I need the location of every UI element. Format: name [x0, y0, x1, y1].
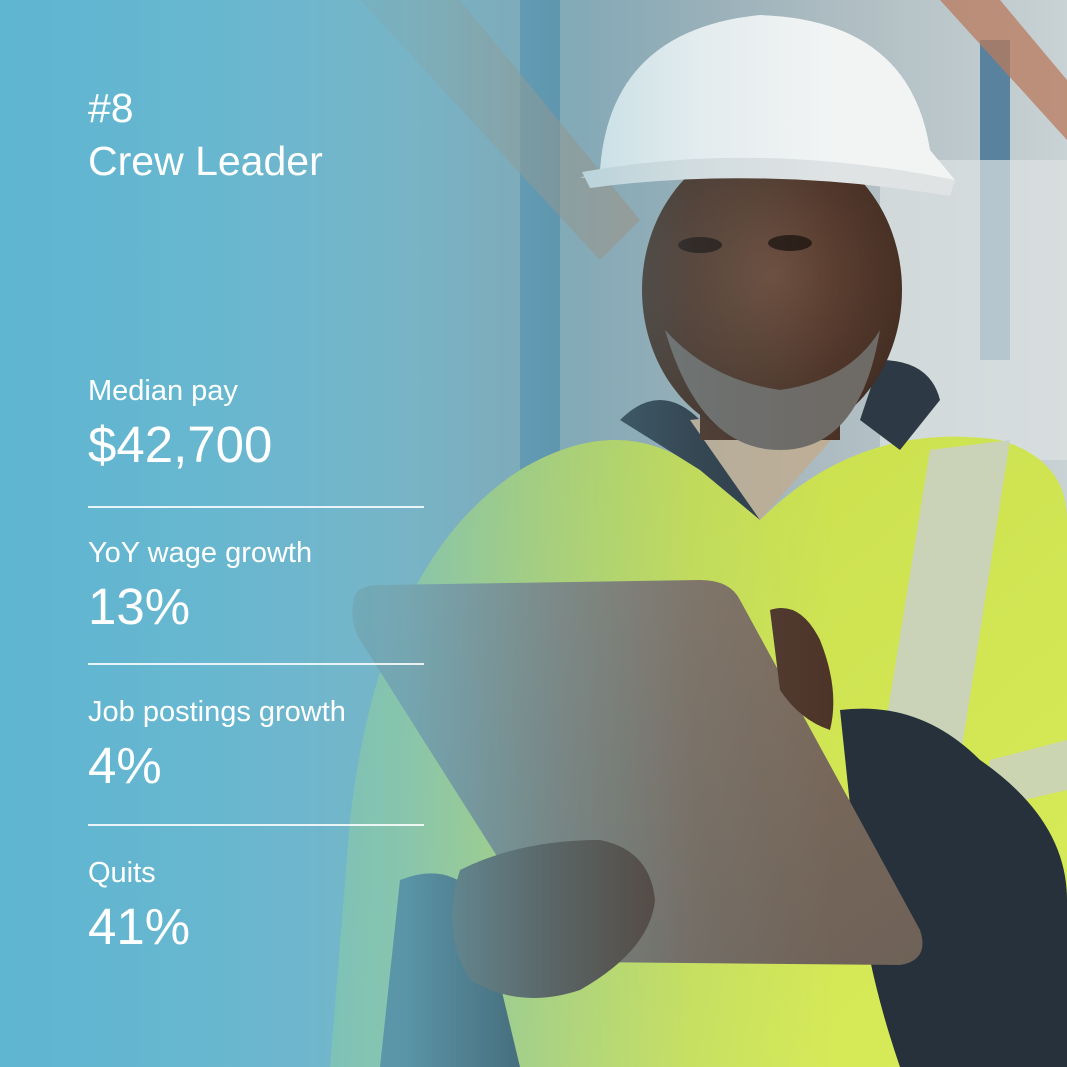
stat-label: Median pay — [88, 375, 238, 407]
stat-label: Job postings growth — [88, 696, 346, 728]
stat-value: $42,700 — [88, 416, 273, 473]
stat-yoy-wage-growth: YoY wage growth 13% — [88, 535, 424, 637]
stat-quits: Quits 41% — [88, 855, 424, 957]
divider — [88, 663, 424, 665]
stat-job-postings-growth: Job postings growth 4% — [88, 694, 424, 796]
stat-median-pay: Median pay $42,700 — [88, 373, 424, 475]
stat-label: Quits — [88, 857, 156, 889]
rank-number: #8 — [88, 85, 134, 131]
job-title: Crew Leader — [88, 138, 323, 184]
stat-value: 4% — [88, 737, 162, 794]
stat-value: 41% — [88, 898, 191, 955]
divider — [88, 506, 424, 508]
stat-label: YoY wage growth — [88, 537, 313, 569]
divider — [88, 824, 424, 826]
stat-value: 13% — [88, 578, 191, 635]
